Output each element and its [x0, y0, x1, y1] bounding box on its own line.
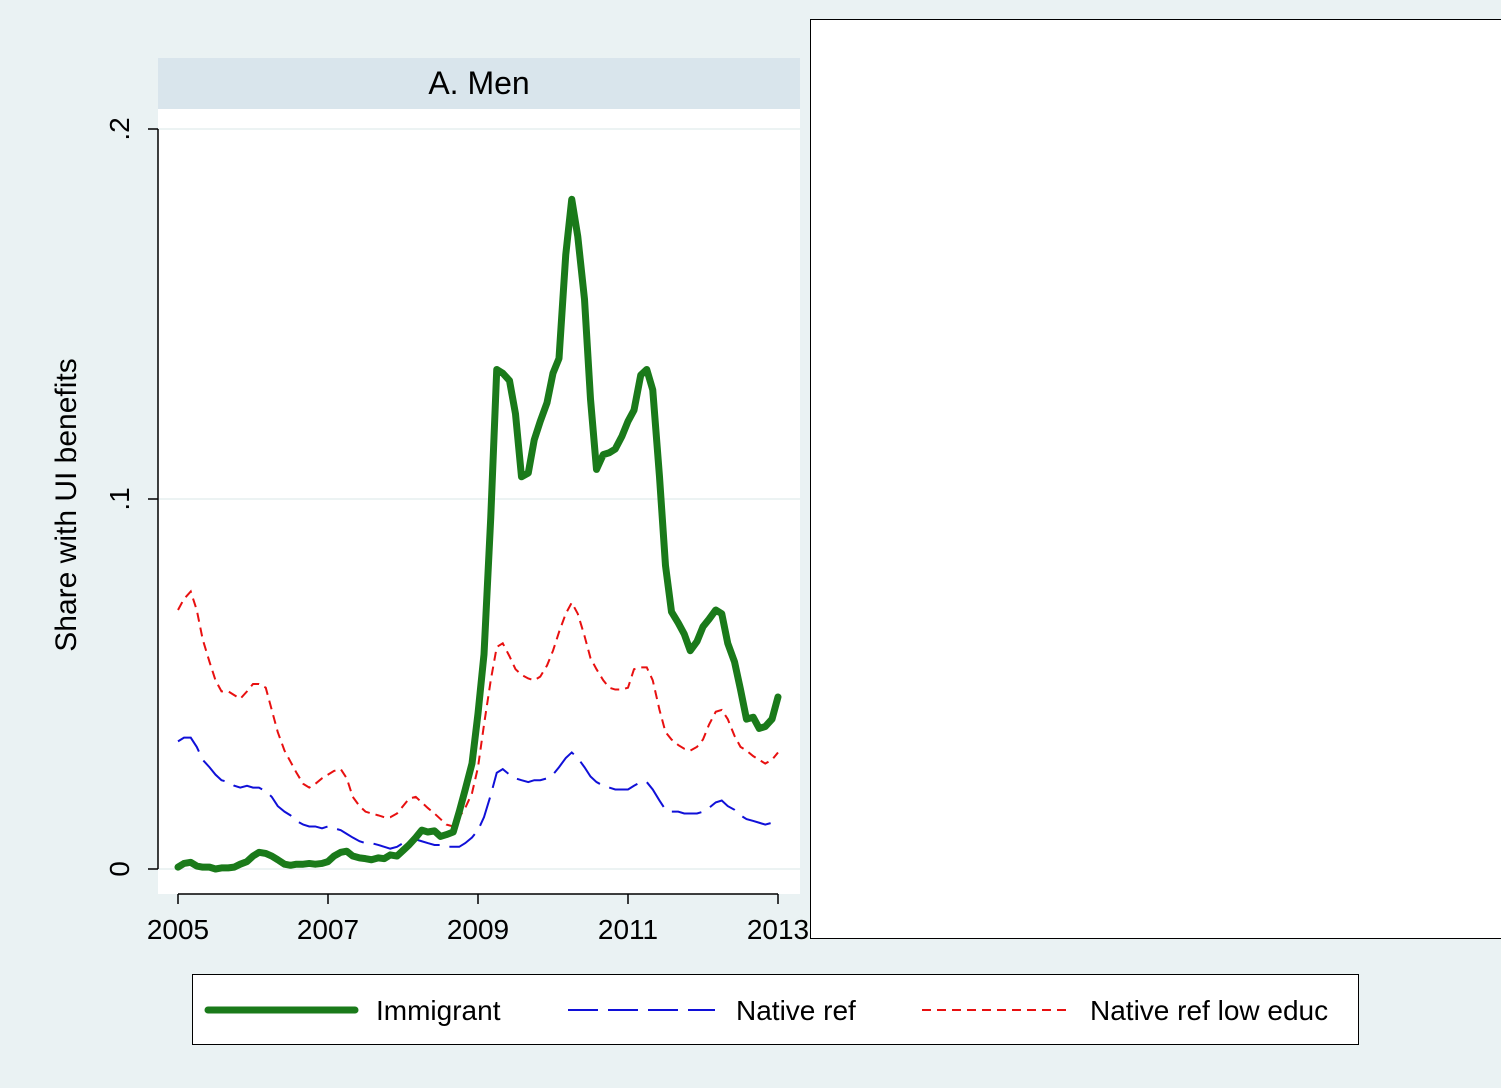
panel-title-strip — [158, 58, 800, 109]
y-tick-label-0: 0 — [104, 861, 135, 877]
x-tick-label-3: 2011 — [598, 914, 658, 945]
legend-box — [192, 974, 1359, 1045]
legend-label-native-ref-low-educ: Native ref low educ — [1090, 995, 1328, 1026]
y-axis-label: Share with UI benefits — [50, 358, 83, 651]
series-line-native-ref-low-educ — [177, 589, 779, 828]
x-tick-label-4: 2013 — [747, 914, 809, 945]
y-tick-label-2: .2 — [104, 117, 135, 140]
legend-label-immigrant: Immigrant — [376, 995, 501, 1026]
series — [174, 195, 782, 873]
grid — [158, 128, 800, 870]
empty-panel — [810, 19, 1501, 939]
legend-label-native-ref: Native ref — [736, 995, 856, 1026]
axes: 0 .1 .2 2005 2007 2009 2011 2013 — [104, 117, 809, 945]
x-tick-label-2: 2009 — [447, 914, 509, 945]
legend: Immigrant Native ref Native ref low educ — [192, 974, 1359, 1045]
panel-title: A. Men — [428, 65, 529, 101]
plot-area — [158, 109, 800, 894]
series-line-native-ref — [177, 736, 779, 850]
y-tick-label-1: .1 — [104, 487, 135, 510]
x-tick-label-1: 2007 — [297, 914, 359, 945]
series-line-immigrant — [174, 195, 782, 873]
x-tick-label-0: 2005 — [147, 914, 209, 945]
